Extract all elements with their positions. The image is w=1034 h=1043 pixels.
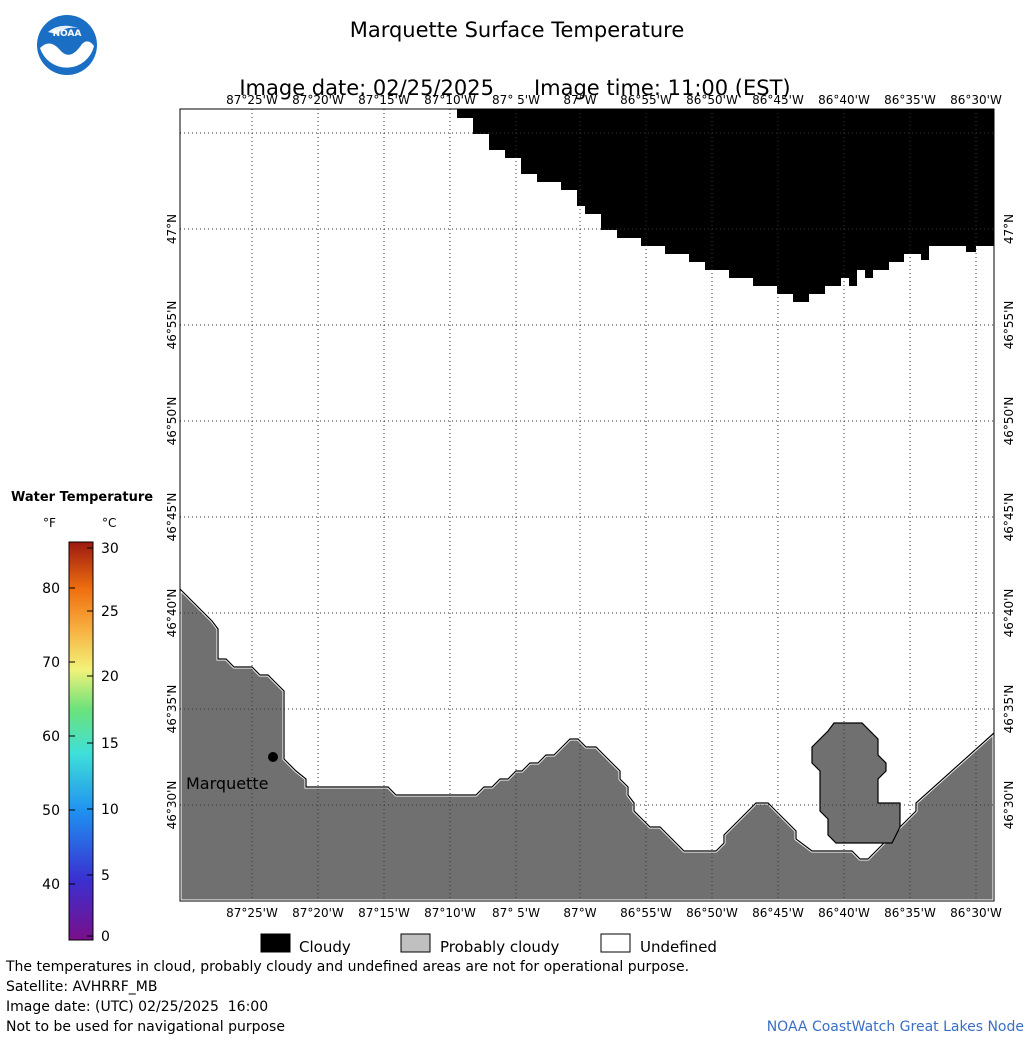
lon-label: 87°W	[563, 906, 596, 920]
key-undefined-swatch	[600, 933, 631, 953]
legend-title: Water Temperature	[11, 490, 154, 505]
lon-label: 86°55'W	[620, 93, 672, 107]
lon-label: 86°55'W	[620, 906, 672, 920]
lat-label: 46°55'N	[165, 301, 179, 350]
lon-label: 86°50'W	[686, 906, 738, 920]
lat-labels-right: 47°N 46°55'N 46°50'N 46°45'N 46°40'N 46°…	[1002, 214, 1016, 830]
page-title: Marquette Surface Temperature	[349, 18, 685, 42]
lat-label: 46°50'N	[165, 397, 179, 446]
f-tick: 80	[42, 581, 60, 597]
unit-celsius: °C	[102, 516, 117, 530]
lat-label: 46°50'N	[1002, 397, 1016, 446]
cloud-region	[457, 109, 994, 302]
lon-label: 87°10'W	[424, 93, 476, 107]
lat-label: 46°30'N	[1002, 781, 1016, 830]
lon-label: 86°35'W	[884, 906, 936, 920]
c-tick: 30	[101, 541, 119, 557]
c-tick: 25	[101, 604, 119, 620]
c-tick-labels: 30 25 20 15 10 5 0	[101, 541, 119, 945]
f-tick: 70	[42, 655, 60, 671]
lon-labels-bottom: 87°25'W 87°20'W 87°15'W 87°10'W 87° 5'W …	[226, 906, 1002, 920]
image-date: Image date: 02/25/2025	[239, 76, 494, 100]
color-bar-ticks	[69, 547, 93, 937]
lon-label: 87°15'W	[358, 906, 410, 920]
lon-label: 86°30'W	[950, 906, 1002, 920]
lon-label: 87° 5'W	[492, 906, 540, 920]
lon-label: 87°10'W	[424, 906, 476, 920]
city-marker-dot	[268, 752, 278, 762]
footer-image-date: Image date: (UTC) 02/25/2025 16:00	[6, 999, 269, 1015]
key-cloudy-label: Cloudy	[299, 938, 351, 956]
c-tick: 5	[101, 868, 110, 884]
footer-disclaimer: The temperatures in cloud, probably clou…	[6, 959, 690, 975]
footer-navigation-warning: Not to be used for navigational purpose	[6, 1019, 285, 1035]
color-bar	[68, 541, 94, 941]
lon-label: 87°20'W	[292, 93, 344, 107]
map-grid	[180, 109, 994, 901]
lon-label: 87°15'W	[358, 93, 410, 107]
lon-label: 87°25'W	[226, 906, 278, 920]
lat-label: 46°35'N	[1002, 685, 1016, 734]
coast-outline	[179, 588, 995, 860]
c-tick: 10	[101, 802, 119, 818]
noaa-logo-text: NOAA	[53, 29, 82, 39]
key-probably-cloudy-label: Probably cloudy	[440, 938, 559, 956]
footer-credit: NOAA CoastWatch Great Lakes Node	[766, 1019, 1024, 1035]
lat-label: 47°N	[165, 214, 179, 244]
lat-label: 46°45'N	[1002, 493, 1016, 542]
c-tick: 0	[101, 929, 110, 945]
lon-label: 86°40'W	[818, 93, 870, 107]
lat-labels-left: 47°N 46°55'N 46°50'N 46°45'N 46°40'N 46°…	[165, 214, 179, 830]
city-label: Marquette	[186, 774, 268, 793]
c-tick: 15	[101, 736, 119, 752]
key-probably-cloudy-swatch	[400, 933, 431, 953]
lon-label: 86°40'W	[818, 906, 870, 920]
lon-label: 87°25'W	[226, 93, 278, 107]
f-tick-labels: 80 70 60 50 40	[42, 581, 60, 893]
map-border	[179, 108, 995, 902]
lat-label: 46°30'N	[165, 781, 179, 830]
lat-label: 46°55'N	[1002, 301, 1016, 350]
lon-label: 86°45'W	[752, 93, 804, 107]
lon-label: 86°35'W	[884, 93, 936, 107]
unit-fahrenheit: °F	[43, 516, 56, 530]
f-tick: 60	[42, 729, 60, 745]
key-cloudy-swatch	[260, 933, 291, 953]
lon-label: 87° 5'W	[492, 93, 540, 107]
lon-label: 86°50'W	[686, 93, 738, 107]
lat-label: 46°40'N	[165, 589, 179, 638]
lat-label: 46°45'N	[165, 493, 179, 542]
image-date-time: Image date: 02/25/2025 Image time: 11:00 …	[226, 52, 791, 100]
land-peninsula	[811, 722, 901, 844]
image-time: Image time: 11:00 (EST)	[533, 76, 791, 100]
c-tick: 20	[101, 669, 119, 685]
key-undefined-label: Undefined	[640, 938, 717, 956]
lat-label: 46°40'N	[1002, 589, 1016, 638]
f-tick: 50	[42, 803, 60, 819]
f-tick: 40	[42, 877, 60, 893]
lat-label: 46°35'N	[165, 685, 179, 734]
lat-label: 47°N	[1002, 214, 1016, 244]
lon-label: 86°45'W	[752, 906, 804, 920]
lon-label: 86°30'W	[950, 93, 1002, 107]
noaa-logo: NOAA	[37, 15, 97, 75]
lon-label: 87°W	[563, 93, 596, 107]
lon-labels-top: 87°25'W 87°20'W 87°15'W 87°10'W 87° 5'W …	[226, 93, 1002, 107]
footer-satellite: Satellite: AVHRRF_MB	[6, 979, 158, 995]
lon-label: 87°20'W	[292, 906, 344, 920]
